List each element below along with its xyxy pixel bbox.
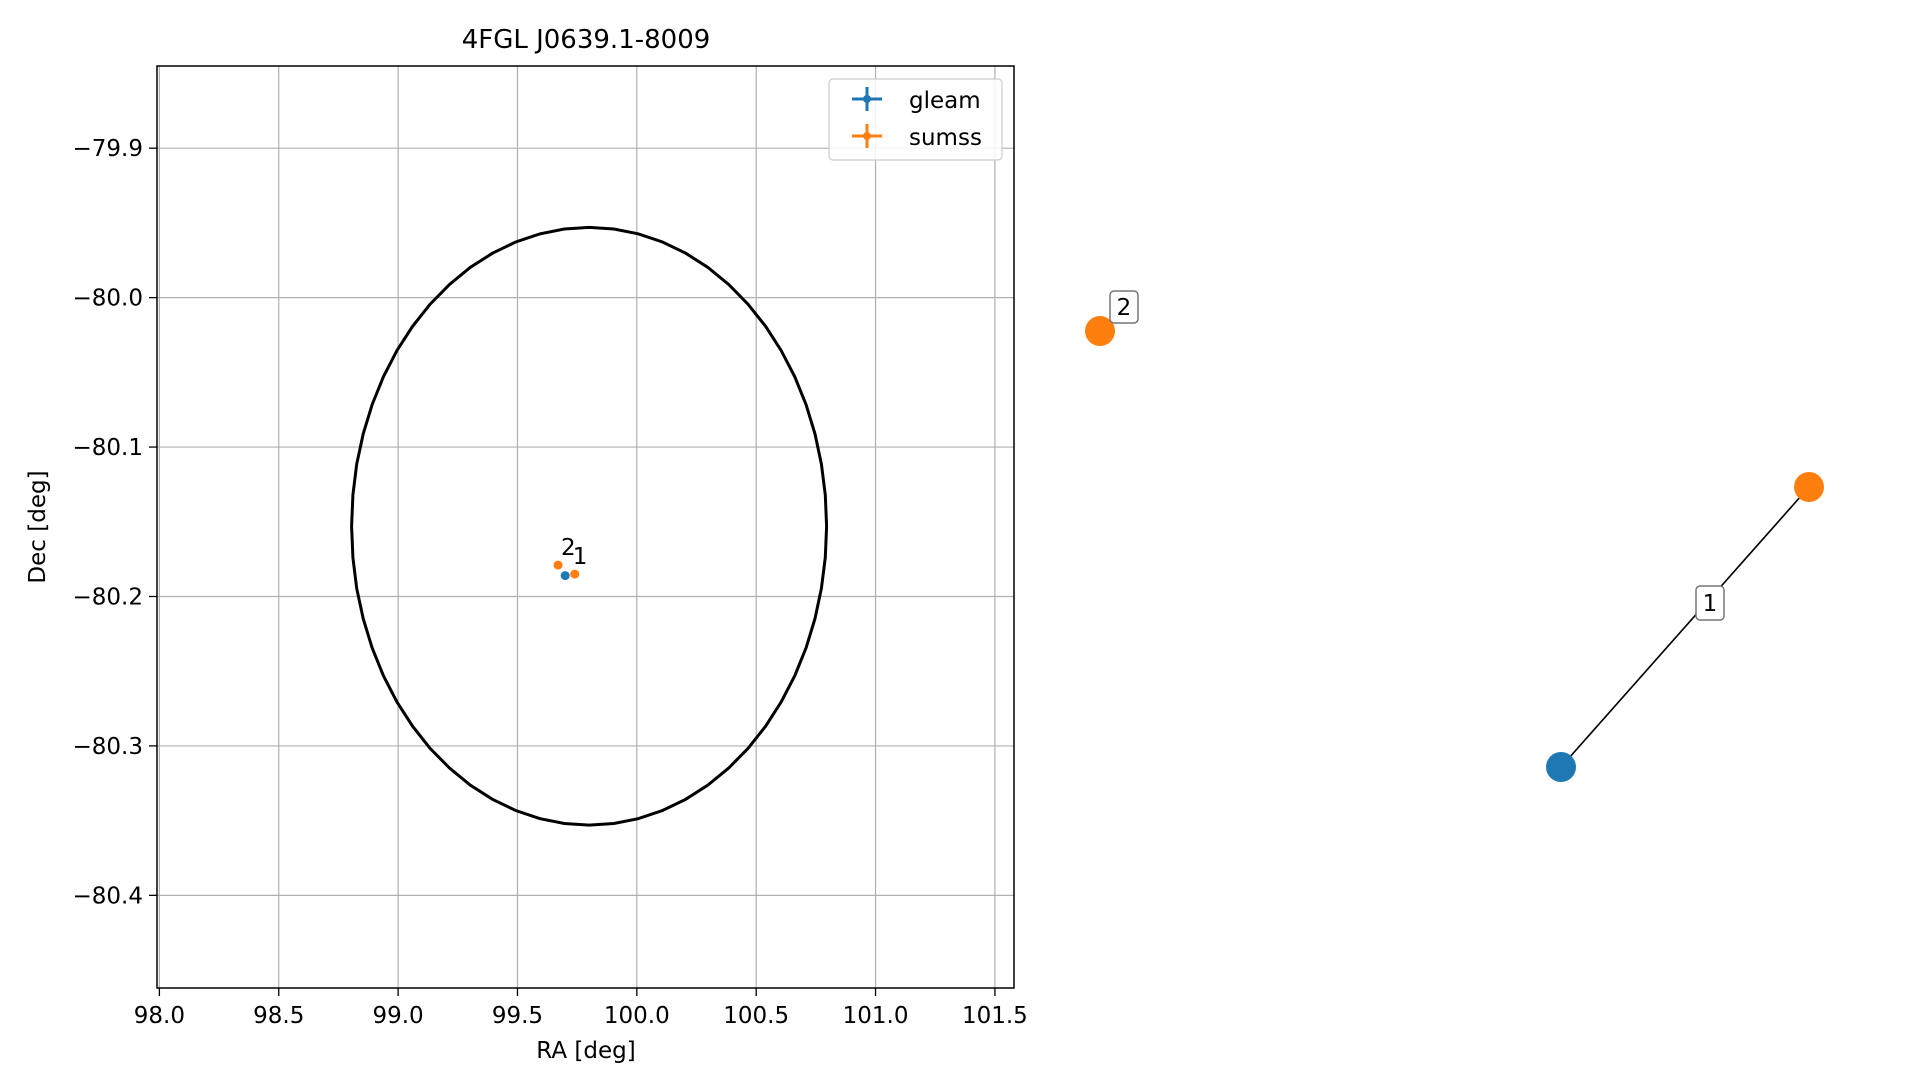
- x-tick-label: 98.5: [253, 1003, 304, 1029]
- node-label-frame-2: [1109, 290, 1139, 324]
- node-label-2: 2: [1117, 295, 1132, 321]
- x-tick-label: 100.5: [723, 1003, 789, 1029]
- chart-title: 4FGL J0639.1-8009: [462, 25, 711, 55]
- point-annotations: 21: [561, 535, 587, 570]
- edge-label-box-1: 1: [1695, 585, 1725, 621]
- plot-frame: [156, 65, 1015, 989]
- x-axis-label: RA [deg]: [536, 1038, 635, 1064]
- legend-dot-gleam: [863, 95, 871, 103]
- main-scatter-plot: 4FGL J0639.1-8009 98.0 98.5 99.0 99.5 100.0 1…: [25, 25, 1028, 1064]
- legend-entry-sumss: sumss: [852, 124, 982, 151]
- y-tick-label: −80.1: [73, 435, 143, 461]
- x-axis-ticks: 98.0 98.5 99.0 99.5 100.0 100.5 101.0 101.5: [134, 988, 1028, 1029]
- legend: gleam sumss: [828, 78, 1003, 161]
- y-axis-ticks: −79.9 −80.0 −80.1 −80.2 −80.3 −80.4: [73, 136, 157, 909]
- graph-node-gleam-1: [1546, 752, 1576, 782]
- y-axis-label: Dec [deg]: [25, 470, 51, 583]
- graph-node-sumss-2: [1085, 316, 1115, 346]
- graph-edge-1: [1560, 486, 1810, 768]
- y-tick-label: −80.3: [73, 734, 143, 760]
- graph-node-sumss-1: [1794, 472, 1824, 502]
- annotation-label: 1: [573, 544, 588, 570]
- error-ellipse: [350, 225, 829, 827]
- legend-entry-gleam: gleam: [852, 87, 981, 114]
- grid-lines: [157, 66, 1014, 988]
- point-sumss: [553, 560, 563, 570]
- edge-label-1: 1: [1703, 591, 1718, 617]
- node-label-box-2: 2: [1109, 290, 1139, 324]
- association-graph: 2 1: [1085, 290, 1824, 782]
- legend-label-gleam: gleam: [909, 88, 981, 114]
- x-tick-label: 101.5: [962, 1003, 1028, 1029]
- legend-dot-sumss: [863, 132, 871, 140]
- point-sumss: [570, 569, 580, 579]
- x-tick-label: 100.0: [604, 1003, 670, 1029]
- y-tick-label: −80.2: [73, 584, 143, 610]
- y-tick-label: −79.9: [73, 136, 143, 162]
- edge-label-frame-1: [1695, 585, 1725, 621]
- data-points: [553, 560, 580, 581]
- annotation-label: 2: [561, 535, 576, 561]
- y-tick-label: −80.0: [73, 286, 143, 312]
- x-tick-label: 99.5: [492, 1003, 543, 1029]
- x-tick-label: 98.0: [134, 1003, 185, 1029]
- legend-label-sumss: sumss: [909, 125, 982, 151]
- y-tick-label: −80.4: [73, 883, 143, 909]
- x-tick-label: 99.0: [372, 1003, 423, 1029]
- point-gleam: [560, 571, 570, 581]
- x-tick-label: 101.0: [843, 1003, 909, 1029]
